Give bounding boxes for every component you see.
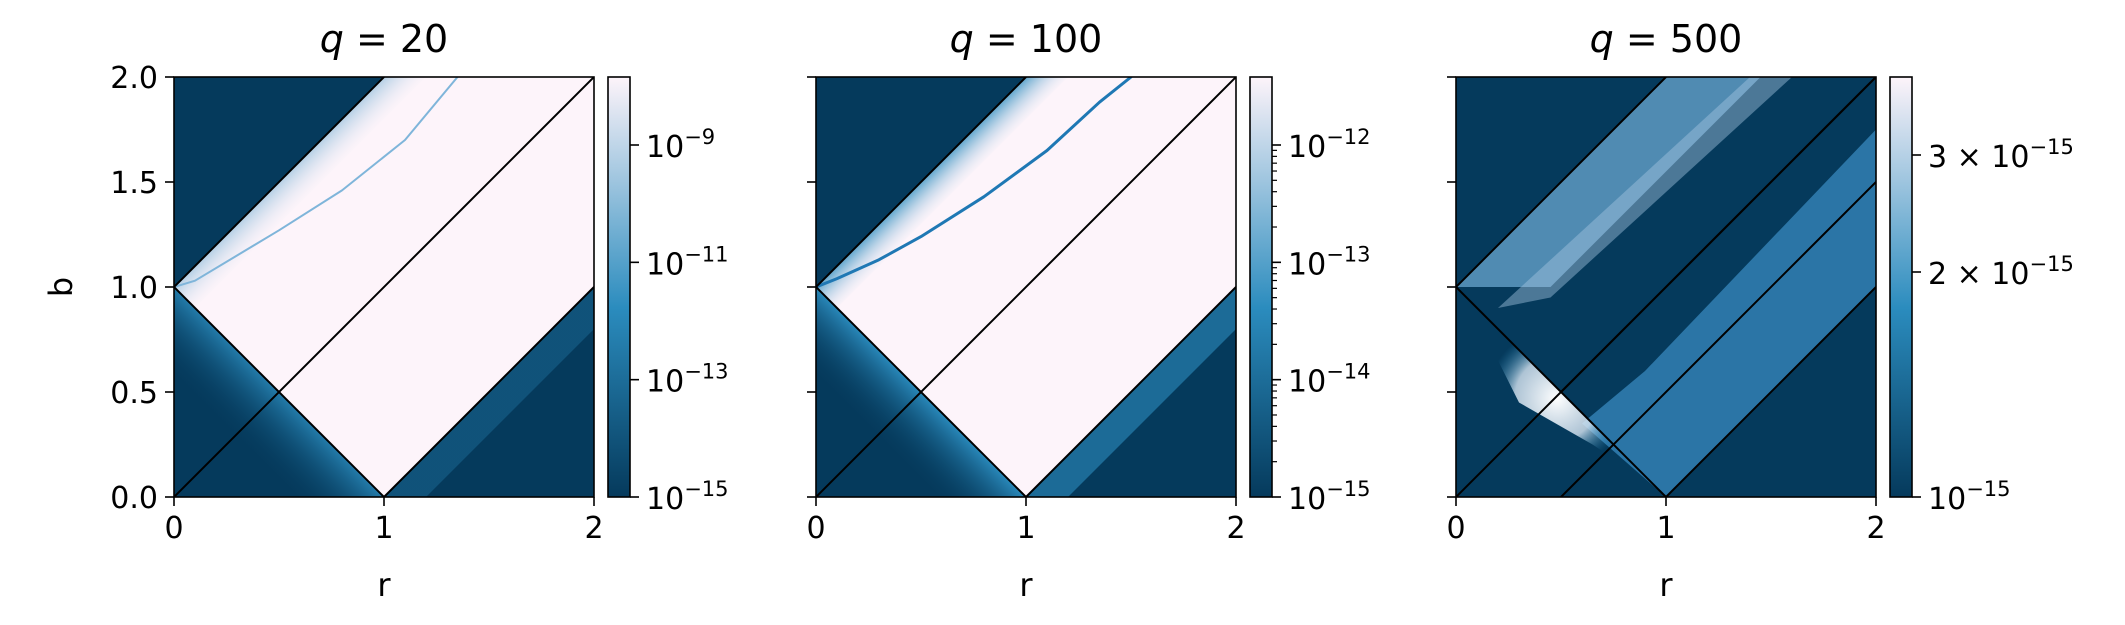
boundary-line (816, 77, 1027, 288)
y-tick-label: 2.0 (110, 61, 158, 96)
boundary-line (1560, 181, 1876, 497)
boundary-line (816, 77, 1236, 497)
panel-title: q = 100 (950, 17, 1103, 61)
boundary-line (174, 77, 385, 288)
x-tick-label: 1 (1656, 511, 1675, 546)
x-tick-label: 0 (164, 511, 183, 546)
x-axis-label: r (1019, 566, 1033, 604)
y-tick-label: 1.0 (110, 271, 158, 306)
y-tick-label: 1.5 (110, 166, 158, 201)
boundary-line (174, 77, 594, 497)
lower-band (1582, 129, 1876, 497)
y-tick-label: 0.0 (110, 481, 158, 516)
panel-3: q = 500 0 1 2 r 3 × 10−15 2 × 10−15 10−15 (1446, 17, 2073, 604)
boundary-line (1025, 286, 1236, 497)
x-tick-label: 2 (1866, 511, 1885, 546)
density-ridge-curve (174, 77, 459, 288)
heatmap-area (816, 77, 1236, 497)
x-tick-label: 1 (1016, 511, 1035, 546)
heatmap-area (174, 77, 594, 497)
x-tick-label: 2 (1226, 511, 1245, 546)
panel-2: q = 100 0 1 2 r 10−12 10−13 10−14 10−15 (806, 17, 1370, 604)
colorbar-gradient (1889, 76, 1913, 498)
panel-title: q = 20 (320, 17, 448, 61)
colorbar-tick-label: 10−15 (1928, 477, 2011, 517)
colorbar: 3 × 10−15 2 × 10−15 10−15 (1889, 76, 2074, 517)
colorbar-tick-label: 10−15 (1288, 477, 1371, 517)
x-tick-label: 2 (584, 511, 603, 546)
colorbar-tick-label: 10−11 (646, 242, 729, 282)
upper-band-core (1498, 77, 1792, 308)
boundary-line (1560, 77, 1876, 393)
colorbar: 10−12 10−13 10−14 10−15 (1249, 76, 1371, 517)
y-axis-label: b (42, 277, 80, 297)
boundary-line (1665, 286, 1876, 497)
panel-title: q = 500 (1590, 17, 1743, 61)
boundary-line (1456, 77, 1667, 288)
colorbar-gradient (1249, 76, 1273, 498)
colorbar-tick-label: 10−9 (646, 125, 715, 165)
colorbar-tick-label: 10−12 (1288, 125, 1371, 165)
boundary-line (383, 286, 594, 497)
colorbar-tick-label: 10−15 (646, 477, 729, 517)
colorbar-tick-label: 10−13 (1288, 242, 1371, 282)
colorbar: 10−9 10−11 10−13 10−15 (607, 76, 729, 517)
y-tick-label: 0.5 (110, 376, 158, 411)
x-tick-label: 1 (374, 511, 393, 546)
colorbar-tick-label: 3 × 10−15 (1928, 135, 2074, 175)
density-ridge-curve (816, 77, 1133, 289)
colorbar-gradient (607, 76, 631, 498)
edge-shading (816, 77, 1068, 308)
upper-band (1456, 77, 1761, 287)
panel-1: q = 20 0 1 2 r 0.0 0.5 1.0 1.5 2.0 b 10−9 10−11 10−13… (42, 17, 729, 604)
heatmap-area (1456, 77, 1876, 497)
x-axis-label: r (1659, 566, 1673, 604)
colorbar-tick-label: 10−14 (1288, 360, 1371, 400)
x-tick-label: 0 (1446, 511, 1465, 546)
edge-shading (174, 77, 426, 308)
x-tick-label: 0 (806, 511, 825, 546)
colorbar-tick-label: 10−13 (646, 360, 729, 400)
colorbar-tick-label: 2 × 10−15 (1928, 252, 2074, 292)
x-axis-label: r (377, 566, 391, 604)
